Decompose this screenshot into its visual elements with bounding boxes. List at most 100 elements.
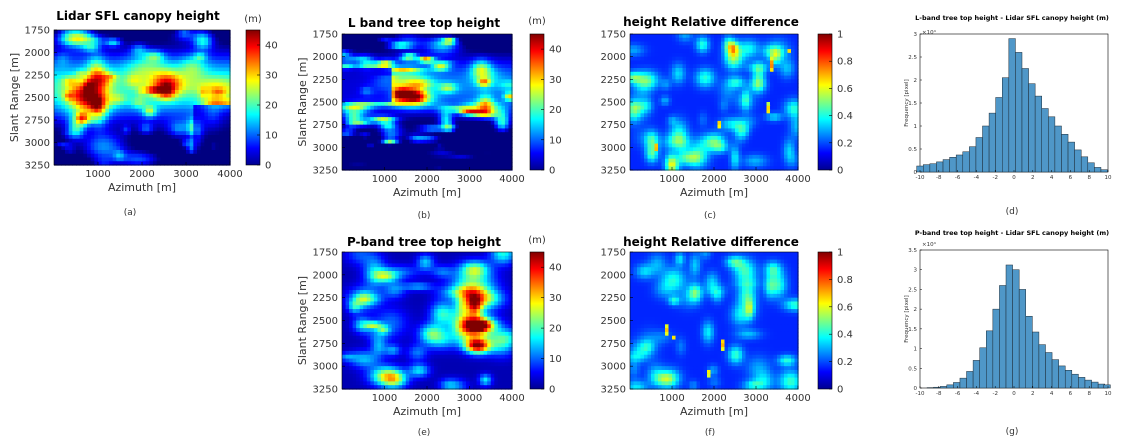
colorbar-tick-label: 0.4: [837, 111, 853, 122]
x-tick-label: 3000: [173, 169, 198, 180]
histogram-bar: [1015, 52, 1023, 173]
histogram-bar: [923, 164, 931, 173]
histogram-y-tick-label: 2: [914, 307, 918, 313]
map-axes: 1000 2000 3000 4000 1750 2000 2250 2500 2750 3000…: [8, 26, 243, 195]
colorbar-frame: [245, 29, 261, 166]
histogram-bar: [1028, 83, 1036, 173]
histogram-g-exponent: ×10⁴: [922, 241, 937, 248]
histogram-x-tick-label: -2: [992, 175, 997, 181]
y-tick-label: 2000: [313, 270, 338, 281]
colorbar-frame: [529, 251, 545, 390]
heatmap-lband: [342, 34, 513, 171]
colorbar-tick-label: 0: [549, 385, 555, 396]
colorbar-tick-label: 0: [549, 166, 555, 177]
histogram-bar: [1061, 134, 1069, 173]
x-tick-label: 2000: [414, 393, 439, 404]
x-tick-label: 1000: [659, 393, 684, 404]
panel-b-title: L band tree top height: [348, 16, 501, 30]
colorbar-e: [530, 252, 544, 389]
histogram-bar: [979, 347, 987, 389]
histogram-bar: [969, 146, 977, 173]
colorbar-ticks: 0 10 20 30 40: [529, 251, 562, 396]
x-tick-label: 1000: [85, 169, 110, 180]
histogram-bar: [1067, 141, 1075, 173]
y-tick-label: 3250: [601, 166, 626, 177]
y-tick-label: 2500: [313, 316, 338, 327]
colorbar-c: [818, 34, 832, 170]
histogram-x-tick-label: 6: [1069, 175, 1073, 181]
histogram-y-tick-label: 3: [914, 32, 918, 38]
histogram-bar: [992, 308, 1000, 389]
histogram-x-tick-label: 10: [1105, 391, 1112, 397]
colorbar-ticks: 0 10 20 30 40: [245, 29, 278, 172]
colorbar-b: [530, 34, 544, 170]
panel-e: P-band tree top height (m) (e): [347, 235, 546, 438]
histogram-d-caption: (d): [1006, 207, 1019, 217]
y-tick-label: 2000: [25, 48, 50, 59]
colorbar-f: [818, 252, 832, 389]
histogram-x-tick-label: 2: [1031, 391, 1035, 397]
colorbar-tick-label: 1: [837, 248, 843, 259]
y-tick-label: 3250: [25, 161, 50, 172]
x-axis-label: Azimuth [m]: [393, 405, 461, 418]
histogram-bar: [999, 285, 1007, 389]
histogram-bar: [1103, 384, 1111, 389]
x-axis-label: Azimuth [m]: [680, 405, 748, 418]
heatmap-lidar: [54, 30, 231, 166]
histogram-bar: [1071, 373, 1079, 389]
histogram-x-tick-label: -6: [955, 175, 961, 181]
colorbar-tick-label: 10: [549, 354, 562, 365]
colorbar-tick-label: 0.8: [837, 57, 853, 68]
histogram-bar: [1051, 359, 1059, 389]
colorbar-tick-label: 40: [549, 263, 562, 274]
histogram-x-tick-label: 4: [1050, 391, 1054, 397]
x-tick-label: 4000: [499, 393, 524, 404]
histogram-plot: -10 -8 -6 -4 -2 0 2 4 6 8 10 0 0.5 1 1.5 2 2.5 3 Frequency…: [904, 32, 1112, 181]
colorbar-tick-label: 40: [265, 41, 278, 52]
histogram-y-tick-label: 2.5: [908, 55, 917, 61]
x-tick-label: 4000: [785, 393, 810, 404]
y-axis-label: Slant Range [m]: [8, 53, 21, 142]
histogram-bar: [1058, 365, 1066, 389]
colorbar-tick-label: 10: [549, 135, 562, 146]
histogram-x-tick-label: -4: [974, 391, 980, 397]
histogram-x-tick-label: -10: [916, 391, 925, 397]
colorbar-tick-label: 20: [549, 105, 562, 116]
heatmap-pband: [342, 252, 513, 390]
histogram-bar: [975, 137, 983, 173]
x-axis-label: Azimuth [m]: [680, 186, 748, 199]
histogram-x-tick-label: 10: [1105, 175, 1112, 181]
histogram-bar: [982, 125, 990, 173]
histogram-bar: [1005, 264, 1013, 389]
colorbar-ticks: 0 0.2 0.4 0.6 0.8 1: [817, 30, 853, 177]
x-axis-label: Azimuth [m]: [393, 186, 461, 199]
histogram-bar: [1054, 125, 1062, 173]
x-tick-label: 3000: [743, 174, 768, 185]
histogram-bar: [946, 384, 954, 389]
x-tick-label: 1000: [372, 174, 397, 185]
histogram-bar: [1094, 167, 1102, 173]
histogram-bar: [1034, 95, 1042, 173]
colorbar-tick-label: 40: [549, 45, 562, 56]
histogram-d-exponent: ×10⁴: [922, 29, 937, 36]
histogram-y-tick-label: 0: [914, 386, 918, 392]
histogram-y-tick-label: 2: [914, 78, 918, 84]
y-tick-label: 2500: [601, 316, 626, 327]
histogram-bar: [962, 151, 970, 173]
y-axis-label: Slant Range [m]: [296, 276, 309, 365]
colorbar-tick-label: 30: [549, 75, 562, 86]
histogram-x-tick-label: -2: [992, 391, 997, 397]
colorbar-tick-label: 0: [265, 161, 271, 172]
y-tick-label: 2250: [601, 293, 626, 304]
y-tick-label: 1750: [601, 30, 626, 41]
map-axes: 1000 2000 3000 4000 1750 2000 2250 2500 2750 3000…: [296, 248, 525, 419]
histogram-y-tick-label: 3: [914, 268, 918, 274]
x-tick-label: 3000: [457, 393, 482, 404]
panel-c-caption: (c): [704, 211, 716, 221]
histogram-bar: [936, 161, 944, 173]
y-tick-label: 2000: [601, 52, 626, 63]
colorbar-frame: [817, 33, 833, 171]
y-tick-label: 2250: [313, 75, 338, 86]
x-axis-label: Azimuth [m]: [108, 181, 176, 194]
